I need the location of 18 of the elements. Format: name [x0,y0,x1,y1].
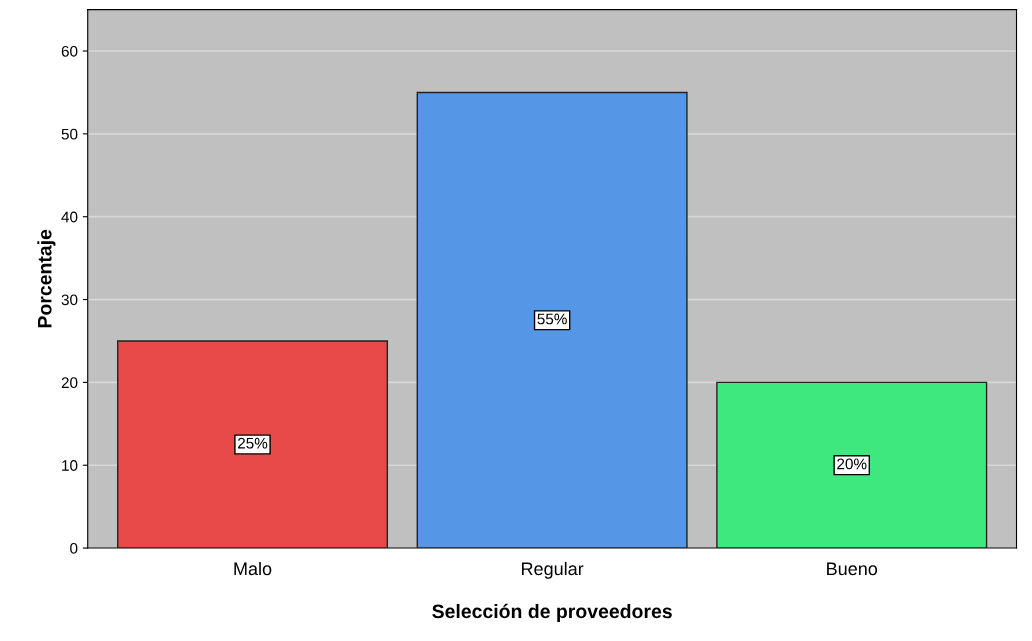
bar [116,340,389,549]
y-tick-label: 0 [70,542,78,554]
y-tick-label: 30 [61,294,78,306]
x-tick-label: Bueno [827,562,878,576]
x-tick-label: Malo [234,561,272,576]
data-label: 25% [237,437,268,449]
x-axis-title: Selección de proveedores [432,603,672,623]
y-tick-label: 40 [61,211,78,223]
y-tick-label: 50 [61,128,78,140]
data-label: 20% [837,458,867,470]
data-label: 55% [537,313,567,325]
y-axis-title: Porcentaje [37,229,56,328]
bar [716,381,988,549]
bar [416,91,688,549]
y-tick-label: 60 [61,45,78,57]
y-tick-label: 10 [62,460,78,471]
y-tick-label: 20 [61,377,78,389]
x-tick-label: Regular [521,561,584,579]
